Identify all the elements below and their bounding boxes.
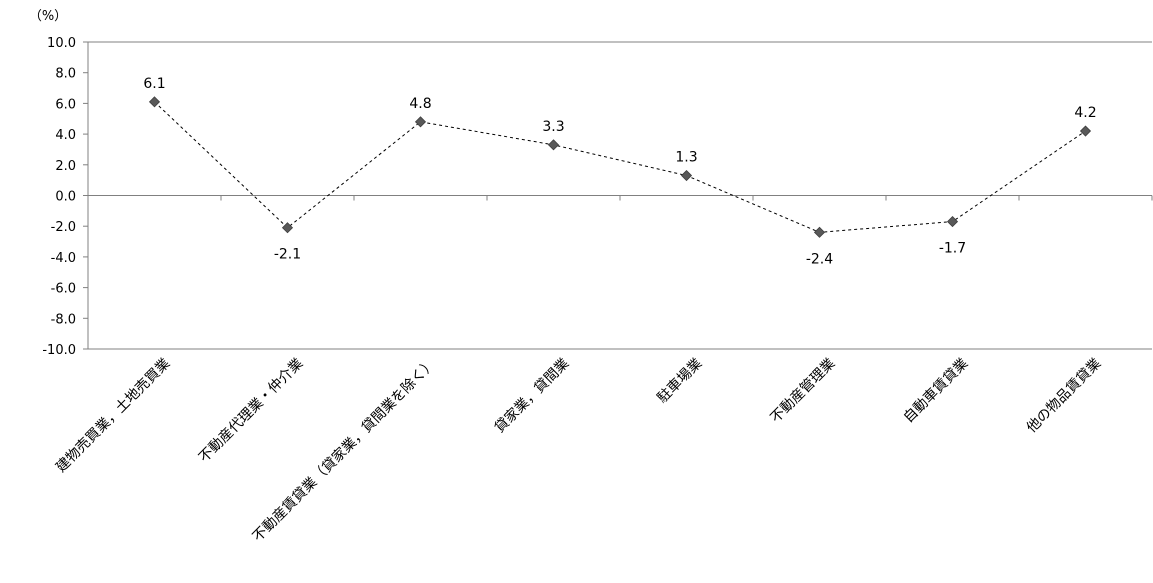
category-label: 不動産代理業・仲介業 (196, 356, 306, 466)
category-label: 建物売買業，土地売買業 (53, 356, 173, 476)
data-label: 4.8 (409, 96, 431, 112)
unit-label: （%） (29, 9, 67, 24)
data-point-marker (813, 226, 826, 238)
data-label: 1.3 (675, 150, 697, 166)
y-tick-label: 2.0 (55, 159, 76, 174)
data-point-marker (946, 216, 959, 228)
data-label: -2.4 (806, 251, 833, 267)
y-axis-ticks: 10.0 8.0 6.0 4.0 2.0 0.0 -2.0 -4.0 -6.0 -8.0 -10.0 (42, 36, 88, 358)
data-labels: 6.1 -2.1 4.8 3.3 1.3 -2.4 -1.7 4.2 (143, 76, 1096, 267)
category-label: 不動産管理業 (768, 356, 839, 427)
series-line-path (154, 101, 1086, 233)
y-tick-label: -4.0 (51, 251, 76, 266)
y-tick-label: 8.0 (55, 67, 76, 82)
data-point-marker (281, 222, 294, 234)
data-label: -1.7 (939, 241, 966, 257)
category-label: 自動車賃貸業 (900, 355, 971, 426)
data-label: -2.1 (274, 247, 301, 263)
category-label: 駐車場業 (654, 355, 706, 407)
category-label: 貸家業，貸間業 (491, 355, 572, 436)
y-tick-label: 0.0 (55, 190, 76, 205)
y-tick-label: -6.0 (51, 282, 76, 297)
data-point-marker (680, 169, 693, 182)
y-tick-label: -10.0 (42, 343, 76, 358)
y-tick-label: -2.0 (51, 220, 76, 235)
data-label: 4.2 (1074, 105, 1096, 121)
category-label: 他の物品賃貸業 (1024, 356, 1105, 437)
category-labels: 建物売買業，土地売買業 不動産代理業・仲介業不動産賃貸業（貸家業，貸間業を除く）貸… (53, 355, 1104, 545)
series-line (154, 101, 1086, 233)
y-tick-label: 10.0 (47, 36, 76, 51)
data-label: 3.3 (542, 119, 564, 135)
data-point-marker (1079, 125, 1092, 137)
data-point-marker (414, 116, 427, 128)
data-points (148, 96, 1092, 238)
data-label: 6.1 (143, 76, 165, 92)
axes (87, 41, 1153, 350)
data-point-marker (148, 96, 161, 108)
y-tick-label: 4.0 (55, 128, 76, 143)
y-tick-label: 6.0 (55, 97, 76, 112)
y-tick-label: -8.0 (51, 312, 76, 327)
data-point-marker (547, 139, 560, 151)
